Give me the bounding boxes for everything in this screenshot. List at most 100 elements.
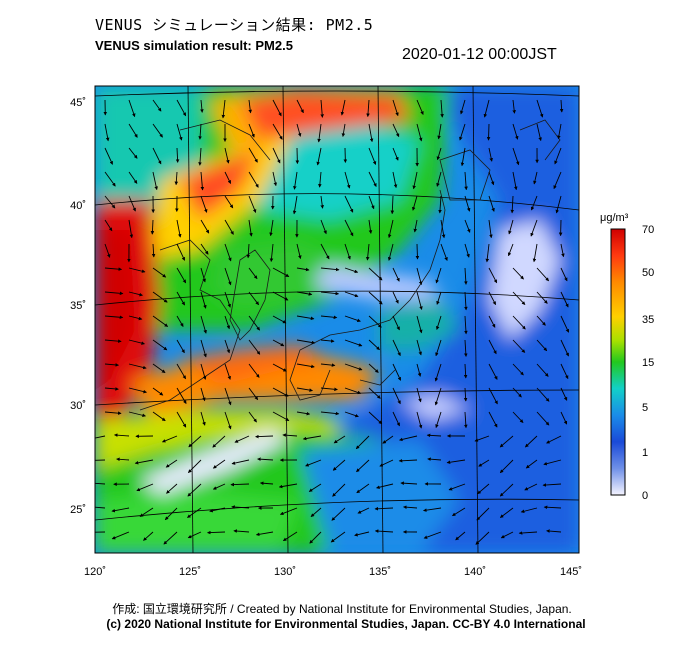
wind-arrow [320, 339, 335, 343]
wind-arrow [560, 363, 569, 380]
wind-arrow [415, 243, 420, 260]
wind-arrow [559, 99, 564, 113]
wind-arrow [152, 339, 168, 351]
wind-arrow [474, 435, 490, 442]
wind-arrow [200, 219, 210, 234]
wind-arrow [95, 435, 106, 439]
wind-arrow [224, 315, 231, 330]
wind-arrow [464, 243, 470, 258]
lat-tick-45: 45˚ [70, 97, 86, 109]
wind-arrow [464, 195, 471, 212]
wind-arrow [488, 291, 496, 306]
wind-arrow [368, 123, 374, 143]
wind-arrow [434, 363, 442, 382]
wind-arrow [525, 459, 538, 469]
wind-arrow [560, 387, 568, 401]
wind-arrow [221, 99, 226, 119]
wind-arrow [292, 195, 298, 215]
wind-arrow [320, 411, 340, 416]
wind-arrow [512, 171, 518, 191]
wind-arrow [255, 531, 274, 537]
wind-arrow [104, 387, 119, 391]
wind-arrow [356, 483, 370, 494]
wind-arrow [436, 147, 442, 161]
wind-arrow [416, 291, 423, 310]
wind-arrow [438, 195, 442, 214]
wind-arrow [499, 459, 514, 474]
wind-arrow [293, 171, 298, 190]
wind-arrow [416, 363, 422, 377]
wind-arrow [546, 435, 562, 444]
wind-arrow [499, 483, 514, 497]
wind-arrow [446, 459, 466, 465]
wind-arrow [248, 411, 257, 423]
wind-arrow [416, 123, 423, 142]
wind-arrow [536, 99, 544, 118]
wind-arrow [224, 363, 231, 380]
wind-arrow [230, 482, 250, 487]
wind-arrow [512, 315, 526, 330]
wind-arrow [560, 339, 569, 357]
wind-arrow [485, 243, 490, 263]
wind-arrow [536, 387, 550, 402]
wind-arrow [536, 123, 542, 142]
wind-arrow [200, 195, 208, 213]
wind-arrow [366, 99, 370, 118]
wind-arrow [416, 315, 423, 334]
wind-arrow [536, 267, 550, 282]
wind-arrow [507, 243, 514, 257]
wind-arrow [536, 411, 550, 426]
wind-arrow [434, 387, 442, 406]
wind-arrow [344, 195, 354, 213]
wind-arrow [176, 387, 187, 405]
wind-arrow [272, 291, 289, 301]
wind-arrow [508, 219, 514, 235]
wind-arrow [435, 411, 442, 429]
wind-arrow [128, 99, 136, 118]
wind-arrow [451, 507, 466, 517]
wind-arrow [488, 339, 497, 355]
title-english: VENUS simulation result: PM2.5 [95, 38, 293, 53]
wind-arrow [248, 123, 255, 138]
colorbar-label-15: 15 [642, 357, 654, 369]
wind-arrow [379, 459, 394, 467]
credit-line: 作成: 国立環境研究所 / Created by National Instit… [112, 602, 572, 616]
wind-arrow [246, 243, 251, 259]
wind-arrow [340, 99, 346, 116]
wind-arrow [536, 339, 548, 352]
wind-arrow [554, 147, 562, 165]
wind-arrow [187, 459, 202, 474]
wind-arrow [165, 459, 178, 468]
wind-arrow [499, 507, 514, 518]
wind-arrow [200, 291, 207, 309]
wind-arrow [464, 315, 468, 335]
wind-arrow [512, 339, 526, 353]
wind-arrow [272, 99, 282, 117]
wind-arrow [176, 363, 186, 380]
wind-arrow [486, 123, 491, 141]
wind-arrow [344, 291, 359, 298]
wind-arrow [255, 434, 274, 439]
wind-arrow [512, 123, 519, 140]
wind-arrow [357, 507, 370, 514]
wind-arrow [104, 291, 124, 296]
wind-arrow [416, 267, 423, 286]
lat-tick-30: 30˚ [70, 400, 86, 412]
wind-arrow [152, 147, 162, 165]
lat-tick-40: 40˚ [70, 200, 86, 212]
wind-arrow [387, 219, 394, 239]
wind-arrow [320, 99, 324, 118]
wind-arrow [500, 531, 514, 539]
wind-arrow [200, 171, 205, 191]
wind-arrow [368, 267, 383, 281]
wind-arrow [488, 171, 495, 186]
wind-arrow [104, 147, 113, 165]
wind-arrow [499, 435, 514, 448]
wind-arrow [488, 315, 496, 328]
wind-arrow [543, 505, 562, 510]
wind-arrow [134, 459, 154, 465]
wind-arrow [224, 219, 234, 235]
wind-arrow [305, 459, 322, 467]
wind-arrow [356, 459, 370, 473]
